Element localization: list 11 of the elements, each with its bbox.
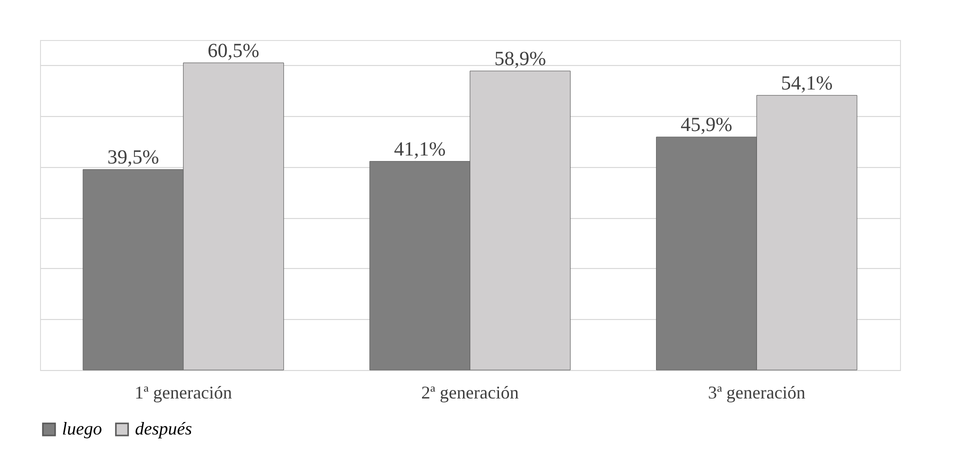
legend-label: después xyxy=(135,418,192,438)
data-label: 60,5% xyxy=(208,40,260,62)
data-label: 45,9% xyxy=(680,114,732,136)
x-tick-label: 2ª generación xyxy=(421,382,519,402)
x-tick-label: 3ª generación xyxy=(708,382,806,402)
data-label: 39,5% xyxy=(107,146,160,168)
x-tick-label: 1ª generación xyxy=(134,382,232,402)
data-label: 54,1% xyxy=(780,72,833,94)
data-label: 41,1% xyxy=(394,138,446,160)
data-label: 58,9% xyxy=(494,48,546,70)
legend-label: luego xyxy=(62,418,102,438)
